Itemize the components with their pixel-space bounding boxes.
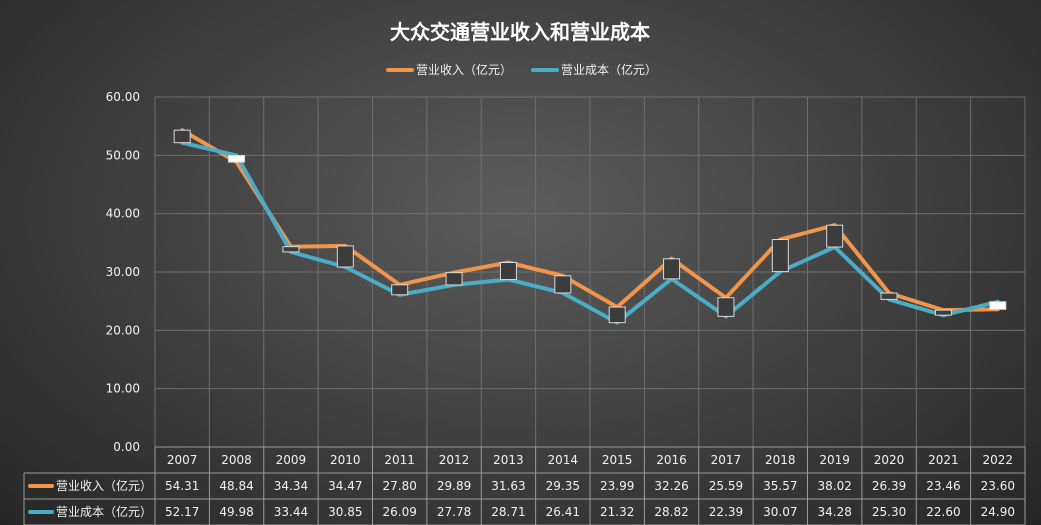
x-tick-label: 2012 [439,453,470,467]
x-tick-label: 2011 [384,453,415,467]
y-axis: 0.00 10.00 20.00 30.00 40.00 50.00 60.00 [106,90,140,454]
table-cell-value: 22.39 [709,505,743,519]
legend: 营业收入（亿元） 营业成本（亿元） [386,62,657,77]
table-cell-value: 34.47 [328,479,362,493]
table-cell-value: 34.34 [274,479,308,493]
table-cell-value: 23.46 [926,479,960,493]
y-tick-label: 60.00 [106,90,140,104]
x-tick-label: 2007 [167,453,198,467]
table-cell-value: 27.78 [437,505,471,519]
table-cell-value: 30.07 [763,505,797,519]
table-cell-value: 54.31 [165,479,199,493]
up-down-bar [717,297,735,317]
table-cell-value: 32.26 [654,479,688,493]
series-line-1 [180,140,1000,325]
table-cell-value: 52.17 [165,505,199,519]
legend-label-cost: 营业成本（亿元） [561,62,657,77]
table-cell-value: 26.41 [546,505,580,519]
table-cell-value: 35.57 [763,479,797,493]
table-cell-value: 29.35 [546,479,580,493]
x-tick-label: 2010 [330,453,361,467]
up-down-bar [499,261,517,281]
x-tick-label: 2014 [548,453,579,467]
x-tick-label: 2019 [819,453,850,467]
up-down-bar [989,301,1007,310]
table-cell-value: 21.32 [600,505,634,519]
x-tick-label: 2016 [656,453,687,467]
up-down-bar [282,246,300,253]
table-cell-value: 23.60 [981,479,1015,493]
up-down-bar [173,129,191,144]
table-cell-value: 22.60 [926,505,960,519]
up-down-bar [336,245,354,268]
table-series-name: 营业成本（亿元） [56,504,152,519]
table-cell-value: 33.44 [274,505,308,519]
x-tick-label: 2022 [983,453,1014,467]
table-series-name: 营业收入（亿元） [56,478,152,493]
table-cell-value: 34.28 [818,505,852,519]
x-tick-label: 2018 [765,453,796,467]
table-cell-value: 24.90 [981,505,1015,519]
y-tick-label: 0.00 [113,440,140,454]
up-down-bar [391,284,409,296]
table-cell-value: 25.59 [709,479,743,493]
legend-label-revenue: 营业收入（亿元） [416,62,512,77]
table-cell-value: 30.85 [328,505,362,519]
table-cell-value: 27.80 [383,479,417,493]
up-down-bar [663,258,681,280]
up-down-bar [771,239,789,273]
table-cell-value: 31.63 [491,479,525,493]
up-down-bar [228,154,246,163]
gridlines [154,96,1026,448]
y-tick-label: 30.00 [106,265,140,279]
table-cell-value: 38.02 [818,479,852,493]
up-down-bar [880,292,898,300]
table-cell-value: 28.71 [491,505,525,519]
x-tick-label: 2009 [276,453,307,467]
y-tick-label: 10.00 [106,382,140,396]
series-line-0 [180,128,1000,313]
y-tick-label: 20.00 [106,323,140,337]
x-tick-label: 2013 [493,453,524,467]
table-cell-value: 29.89 [437,479,471,493]
up-down-bar [608,306,626,324]
table-cell-value: 28.82 [654,505,688,519]
up-down-bar [445,272,463,286]
x-tick-label: 2017 [711,453,742,467]
table-cell-value: 23.99 [600,479,634,493]
table-cell-value: 26.39 [872,479,906,493]
hi-lo-markers [173,129,1007,324]
x-tick-label: 2020 [874,453,905,467]
x-tick-label: 2021 [928,453,959,467]
up-down-bar [554,275,572,294]
data-table: 2007 2008 2009 2010 2011 2012 2013 2014 2015 2016… [23,446,1026,525]
table-cell-value: 25.30 [872,505,906,519]
chart-title: 大众交通营业收入和营业成本 [390,20,650,44]
table-cell-value: 49.98 [219,505,253,519]
up-down-bar [826,224,844,248]
x-tick-label: 2015 [602,453,633,467]
y-tick-label: 40.00 [106,207,140,221]
x-tick-label: 2008 [221,453,252,467]
table-cell-value: 26.09 [383,505,417,519]
up-down-bar [934,309,952,316]
y-tick-label: 50.00 [106,148,140,162]
table-cell-value: 48.84 [219,479,253,493]
